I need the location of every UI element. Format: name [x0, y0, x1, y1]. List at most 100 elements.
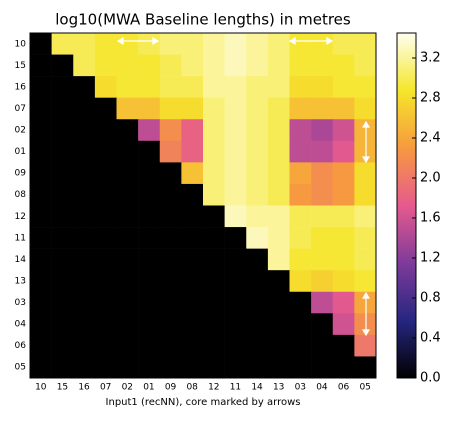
cell [224, 33, 247, 55]
heatmap [30, 33, 377, 379]
cell [51, 183, 74, 206]
cell [246, 248, 269, 271]
cell [246, 76, 269, 98]
cell [30, 270, 52, 293]
x-tick-label: 11 [230, 383, 241, 393]
cell [51, 54, 74, 77]
cell [73, 227, 96, 249]
cell [116, 162, 139, 185]
cell [267, 76, 290, 98]
cell [267, 356, 290, 379]
cell [246, 205, 269, 228]
cell [94, 291, 117, 314]
cell [267, 248, 290, 271]
cell [354, 54, 377, 77]
cell [224, 76, 247, 98]
cell [224, 205, 247, 228]
cell [30, 313, 52, 336]
colorbar-tick-label: 2.0 [420, 171, 441, 186]
cell [116, 33, 139, 55]
cell [203, 291, 225, 314]
cell [246, 97, 269, 120]
cell [73, 356, 96, 379]
cell [311, 356, 334, 379]
cell [289, 119, 312, 142]
cell [73, 205, 96, 228]
cell [94, 313, 117, 336]
cell [311, 54, 334, 77]
cell [246, 270, 269, 293]
cell [289, 270, 312, 293]
y-tick-label: 02 [15, 126, 26, 136]
cell [246, 183, 269, 206]
cell [311, 291, 334, 314]
cell [73, 334, 96, 357]
cell [30, 119, 52, 142]
x-tick-label: 06 [338, 383, 350, 393]
cell [224, 54, 247, 77]
cell [203, 33, 225, 55]
cell [267, 140, 290, 163]
x-tick-label: 09 [165, 383, 177, 393]
x-tick-label: 15 [57, 383, 68, 393]
cell [138, 33, 161, 55]
cell [138, 356, 161, 379]
cell [73, 183, 96, 206]
x-tick-label: 13 [273, 383, 284, 393]
cell [246, 334, 269, 357]
cell [116, 334, 139, 357]
cell [224, 270, 247, 293]
x-tick-label: 12 [208, 383, 219, 393]
cell [354, 183, 377, 206]
x-tick-label: 14 [251, 383, 263, 393]
cell [94, 248, 117, 271]
x-axis-label: Input1 (recNN), core marked by arrows [106, 397, 301, 408]
cell [181, 76, 204, 98]
cell [116, 205, 139, 228]
y-tick-label: 10 [15, 39, 27, 49]
cell [94, 33, 117, 55]
cell [94, 76, 117, 98]
cell [289, 291, 312, 314]
cell [30, 334, 52, 357]
cell [289, 54, 312, 77]
cell [311, 227, 334, 249]
cell [203, 270, 225, 293]
cell [181, 270, 204, 293]
cell [224, 248, 247, 271]
cell [181, 119, 204, 142]
cell [246, 119, 269, 142]
cell [94, 183, 117, 206]
x-tick-label: 04 [316, 383, 328, 393]
colorbar-tick-label: 0.0 [420, 371, 441, 386]
cell [138, 119, 161, 142]
x-tick-label: 01 [143, 383, 154, 393]
cell [51, 313, 74, 336]
cell [289, 97, 312, 120]
y-tick-label: 04 [15, 320, 27, 330]
cell [138, 227, 161, 249]
cell [51, 76, 74, 98]
cell [203, 205, 225, 228]
cell [289, 356, 312, 379]
cell [159, 356, 182, 379]
cell [116, 76, 139, 98]
cell [246, 291, 269, 314]
cell [311, 183, 334, 206]
cell [94, 270, 117, 293]
cell [354, 227, 377, 249]
cell [51, 356, 74, 379]
cell [51, 97, 74, 120]
cell [267, 162, 290, 185]
cell [246, 33, 269, 55]
cell [94, 162, 117, 185]
cell [181, 183, 204, 206]
cell [116, 313, 139, 336]
colorbar-tick-label: 2.4 [420, 131, 441, 146]
cell [51, 227, 74, 249]
cell [138, 313, 161, 336]
cell [94, 119, 117, 142]
cell [203, 334, 225, 357]
cell [267, 119, 290, 142]
cell [224, 334, 247, 357]
